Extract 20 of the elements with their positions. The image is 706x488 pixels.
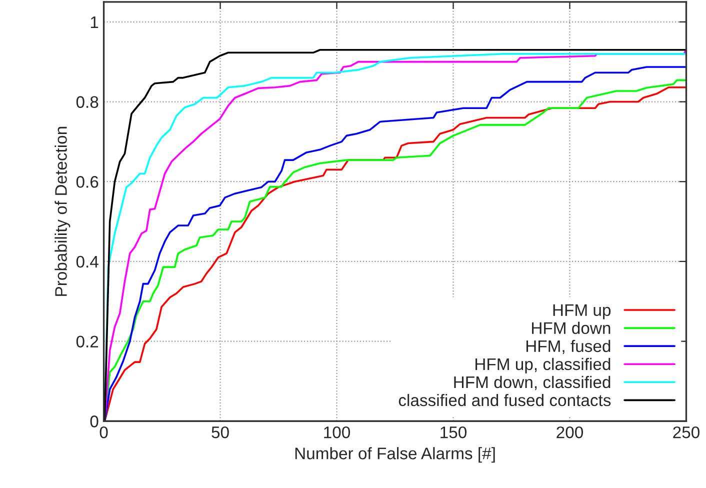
x-tick-label: 50 (212, 426, 229, 438)
legend-label: HFM up, classified (476, 358, 610, 374)
legend-label: HFM, fused (526, 340, 610, 354)
legend-label: HFM down (532, 322, 610, 334)
y-axis-title: Probability of Detection (54, 126, 70, 296)
legend-label: HFM up (553, 304, 611, 320)
x-tick-label: 250 (673, 426, 700, 438)
y-tick-label: 0 (90, 416, 98, 428)
y-tick-label: 0.4 (76, 256, 98, 268)
legend-label: classified and fused contacts (398, 394, 611, 406)
y-tick-label: 0.8 (76, 96, 98, 108)
x-tick-label: 150 (440, 426, 467, 438)
y-tick-label: 0.6 (76, 176, 98, 188)
x-tick-label: 100 (324, 426, 350, 438)
x-tick-label: 200 (556, 426, 583, 438)
x-axis-title: Number of False Alarms [#] (295, 447, 495, 463)
y-tick-label: 0.2 (76, 336, 98, 348)
y-tick-label: 1 (90, 16, 98, 28)
legend-label: HFM down, classified (454, 376, 610, 390)
x-tick-label: 0 (100, 426, 108, 438)
